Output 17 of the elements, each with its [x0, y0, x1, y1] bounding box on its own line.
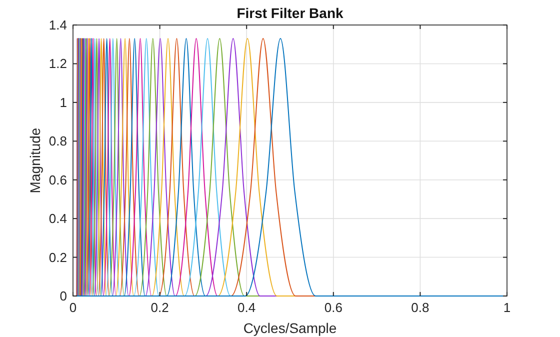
y-tick-label: 0.6	[48, 172, 67, 188]
x-tick-label: 0.2	[150, 300, 169, 315]
y-tick-label: 1	[60, 94, 67, 110]
x-tick-label: 0.6	[324, 300, 342, 315]
x-tick-label: 1	[503, 300, 511, 315]
y-tick-label: 1.4	[48, 18, 67, 32]
y-tick-label: 0.4	[48, 211, 67, 226]
y-axis-title: Magnitude	[27, 128, 43, 194]
x-axis-title: Cycles/Sample	[243, 320, 337, 336]
y-tick-label: 0.2	[48, 250, 67, 265]
x-tick-label: 0.4	[238, 300, 256, 315]
y-tick-label: 0	[60, 288, 67, 304]
x-tick-label: 0	[69, 300, 77, 315]
y-tick-label: 0.8	[48, 134, 67, 149]
chart-title: First Filter Bank	[236, 5, 344, 21]
x-tick-label: 0.8	[411, 300, 430, 315]
y-tick-label: 1.2	[48, 56, 67, 72]
